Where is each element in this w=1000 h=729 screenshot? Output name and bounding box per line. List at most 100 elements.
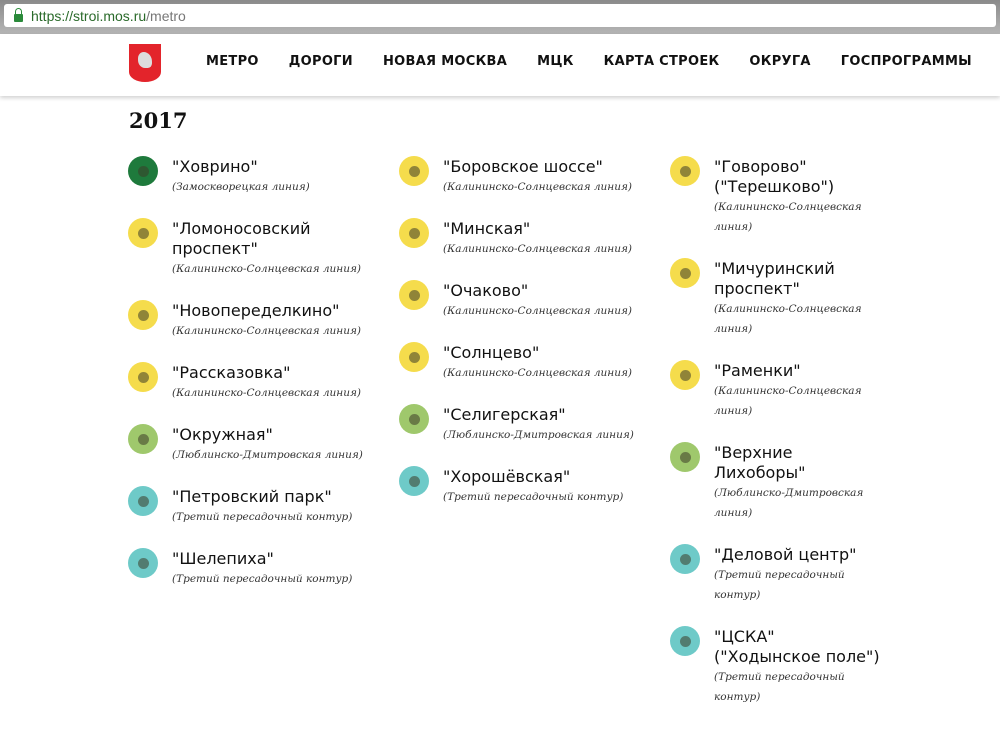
station-item[interactable]: "Окружная" (Люблинско-Дмитровская линия): [128, 424, 388, 465]
metro-line-dot-icon: [399, 218, 429, 248]
station-line: (Калининско-Солнцевская линия): [714, 303, 862, 335]
station-item[interactable]: "Боровское шоссе" (Калининско-Солнцевская…: [399, 156, 659, 197]
station-line: (Третий пересадочный контур): [172, 511, 353, 523]
metro-line-dot-icon: [670, 258, 700, 288]
nav-mck[interactable]: МЦК: [537, 54, 574, 69]
station-item[interactable]: "Говорово" ("Терешково") (Калининско-Солн…: [670, 156, 880, 237]
station-line: (Третий пересадочный контур): [714, 671, 845, 703]
moscow-coat-of-arms-logo[interactable]: [129, 44, 161, 82]
station-item[interactable]: "Ломоносовский проспект" (Калининско-Солн…: [128, 218, 388, 279]
station-text: "Очаково" (Калининско-Солнцевская линия): [443, 281, 632, 321]
nav-roads[interactable]: ДОРОГИ: [288, 54, 353, 69]
station-name[interactable]: "Очаково": [443, 281, 529, 300]
station-name[interactable]: "Окружная": [172, 425, 273, 444]
station-line: (Калининско-Солнцевская линия): [172, 387, 362, 399]
station-text: "Мичуринский проспект" (Калининско-Солнце…: [714, 259, 880, 339]
station-line: (Калининско-Солнцевская линия): [443, 305, 633, 317]
station-item[interactable]: "Селигерская" (Люблинско-Дмитровская лини…: [399, 404, 659, 445]
dot-center: [137, 557, 149, 569]
station-name[interactable]: "Селигерская": [443, 405, 566, 424]
nav-state-programs[interactable]: ГОСПРОГРАММЫ: [840, 54, 972, 69]
station-item[interactable]: "Новопеределкино" (Калининско-Солнцевская…: [128, 300, 388, 341]
station-line: (Калининско-Солнцевская линия): [172, 263, 362, 275]
station-name[interactable]: "Хорошёвская": [443, 467, 571, 486]
dot-center: [679, 165, 691, 177]
station-item[interactable]: "Ховрино" (Замоскворецкая линия): [128, 156, 388, 197]
dot-center: [408, 227, 420, 239]
station-name[interactable]: "Боровское шоссе": [443, 157, 603, 176]
station-text: "Верхние Лихоборы" (Люблинско-Дмитровская…: [714, 443, 880, 523]
metro-line-dot-icon: [399, 342, 429, 372]
station-name[interactable]: "Солнцево": [443, 343, 540, 362]
nav-metro[interactable]: МЕТРО: [206, 54, 259, 69]
dot-center: [679, 451, 691, 463]
station-name[interactable]: "Говорово" ("Терешково"): [714, 157, 835, 196]
nav-districts[interactable]: ОКРУГА: [749, 54, 811, 69]
station-line: (Третий пересадочный контур): [172, 573, 353, 585]
metro-line-dot-icon: [399, 280, 429, 310]
station-name[interactable]: "Ховрино": [172, 157, 258, 176]
metro-line-dot-icon: [128, 548, 158, 578]
station-item[interactable]: "Мичуринский проспект" (Калининско-Солнце…: [670, 258, 880, 339]
station-name[interactable]: "ЦСКА" ("Ходынское поле"): [714, 627, 880, 666]
dot-center: [408, 475, 420, 487]
station-text: "Хорошёвская" (Третий пересадочный контур…: [443, 467, 623, 507]
station-name[interactable]: "Раменки": [714, 361, 801, 380]
browser-chrome: https://stroi.mos.ru/metro: [0, 0, 1000, 34]
station-text: "Петровский парк" (Третий пересадочный ко…: [172, 487, 352, 527]
dot-center: [408, 413, 420, 425]
station-item[interactable]: "Шелепиха" (Третий пересадочный контур): [128, 548, 388, 589]
station-name[interactable]: "Мичуринский проспект": [714, 259, 835, 298]
station-line: (Третий пересадочный контур): [714, 569, 845, 601]
dot-center: [408, 165, 420, 177]
station-item[interactable]: "Очаково" (Калининско-Солнцевская линия): [399, 280, 659, 321]
metro-line-dot-icon: [670, 544, 700, 574]
station-item[interactable]: "Верхние Лихоборы" (Люблинско-Дмитровская…: [670, 442, 880, 523]
station-line: (Калининско-Солнцевская линия): [714, 201, 862, 233]
station-line: (Третий пересадочный контур): [443, 491, 624, 503]
station-name[interactable]: "Верхние Лихоборы": [714, 443, 806, 482]
nav-new-moscow[interactable]: НОВАЯ МОСКВА: [382, 54, 508, 69]
station-item[interactable]: "Хорошёвская" (Третий пересадочный контур…: [399, 466, 659, 507]
station-text: "Селигерская" (Люблинско-Дмитровская лини…: [443, 405, 634, 445]
station-item[interactable]: "Петровский парк" (Третий пересадочный ко…: [128, 486, 388, 527]
address-bar[interactable]: https://stroi.mos.ru/metro: [4, 4, 996, 27]
station-name[interactable]: "Шелепиха": [172, 549, 274, 568]
station-text: "Ломоносовский проспект" (Калининско-Солн…: [172, 219, 388, 279]
station-line: (Калининско-Солнцевская линия): [172, 325, 362, 337]
main-nav: МЕТРО ДОРОГИ НОВАЯ МОСКВА МЦК КАРТА СТРО…: [206, 54, 972, 69]
station-item[interactable]: "Минская" (Калининско-Солнцевская линия): [399, 218, 659, 259]
site-header: МЕТРО ДОРОГИ НОВАЯ МОСКВА МЦК КАРТА СТРО…: [0, 34, 1000, 96]
station-item[interactable]: "Солнцево" (Калининско-Солнцевская линия): [399, 342, 659, 383]
station-text: "Новопеределкино" (Калининско-Солнцевская…: [172, 301, 361, 341]
station-name[interactable]: "Рассказовка": [172, 363, 291, 382]
metro-line-dot-icon: [670, 442, 700, 472]
dot-center: [137, 227, 149, 239]
url-path: /metro: [146, 7, 186, 24]
station-name[interactable]: "Деловой центр": [714, 545, 857, 564]
station-text: "Окружная" (Люблинско-Дмитровская линия): [172, 425, 363, 465]
dot-center: [137, 495, 149, 507]
metro-line-dot-icon: [670, 626, 700, 656]
station-line: (Люблинско-Дмитровская линия): [172, 449, 363, 461]
station-item[interactable]: "ЦСКА" ("Ходынское поле") (Третий пересад…: [670, 626, 880, 707]
station-item[interactable]: "Раменки" (Калининско-Солнцевская линия): [670, 360, 880, 421]
station-text: "Шелепиха" (Третий пересадочный контур): [172, 549, 352, 589]
station-name[interactable]: "Петровский парк": [172, 487, 332, 506]
station-name[interactable]: "Ломоносовский проспект": [172, 219, 311, 258]
dot-center: [137, 371, 149, 383]
station-text: "Боровское шоссе" (Калининско-Солнцевская…: [443, 157, 632, 197]
station-text: "Солнцево" (Калининско-Солнцевская линия): [443, 343, 632, 383]
station-name[interactable]: "Новопеределкино": [172, 301, 340, 320]
station-name[interactable]: "Минская": [443, 219, 531, 238]
station-item[interactable]: "Рассказовка" (Калининско-Солнцевская лин…: [128, 362, 388, 403]
dot-center: [408, 289, 420, 301]
metro-line-dot-icon: [128, 486, 158, 516]
metro-line-dot-icon: [128, 218, 158, 248]
station-item[interactable]: "Деловой центр" (Третий пересадочный конт…: [670, 544, 880, 605]
station-line: (Калининско-Солнцевская линия): [443, 243, 633, 255]
metro-line-dot-icon: [128, 362, 158, 392]
station-line: (Люблинско-Дмитровская линия): [443, 429, 634, 441]
nav-construction-map[interactable]: КАРТА СТРОЕК: [603, 54, 720, 69]
dot-center: [137, 309, 149, 321]
